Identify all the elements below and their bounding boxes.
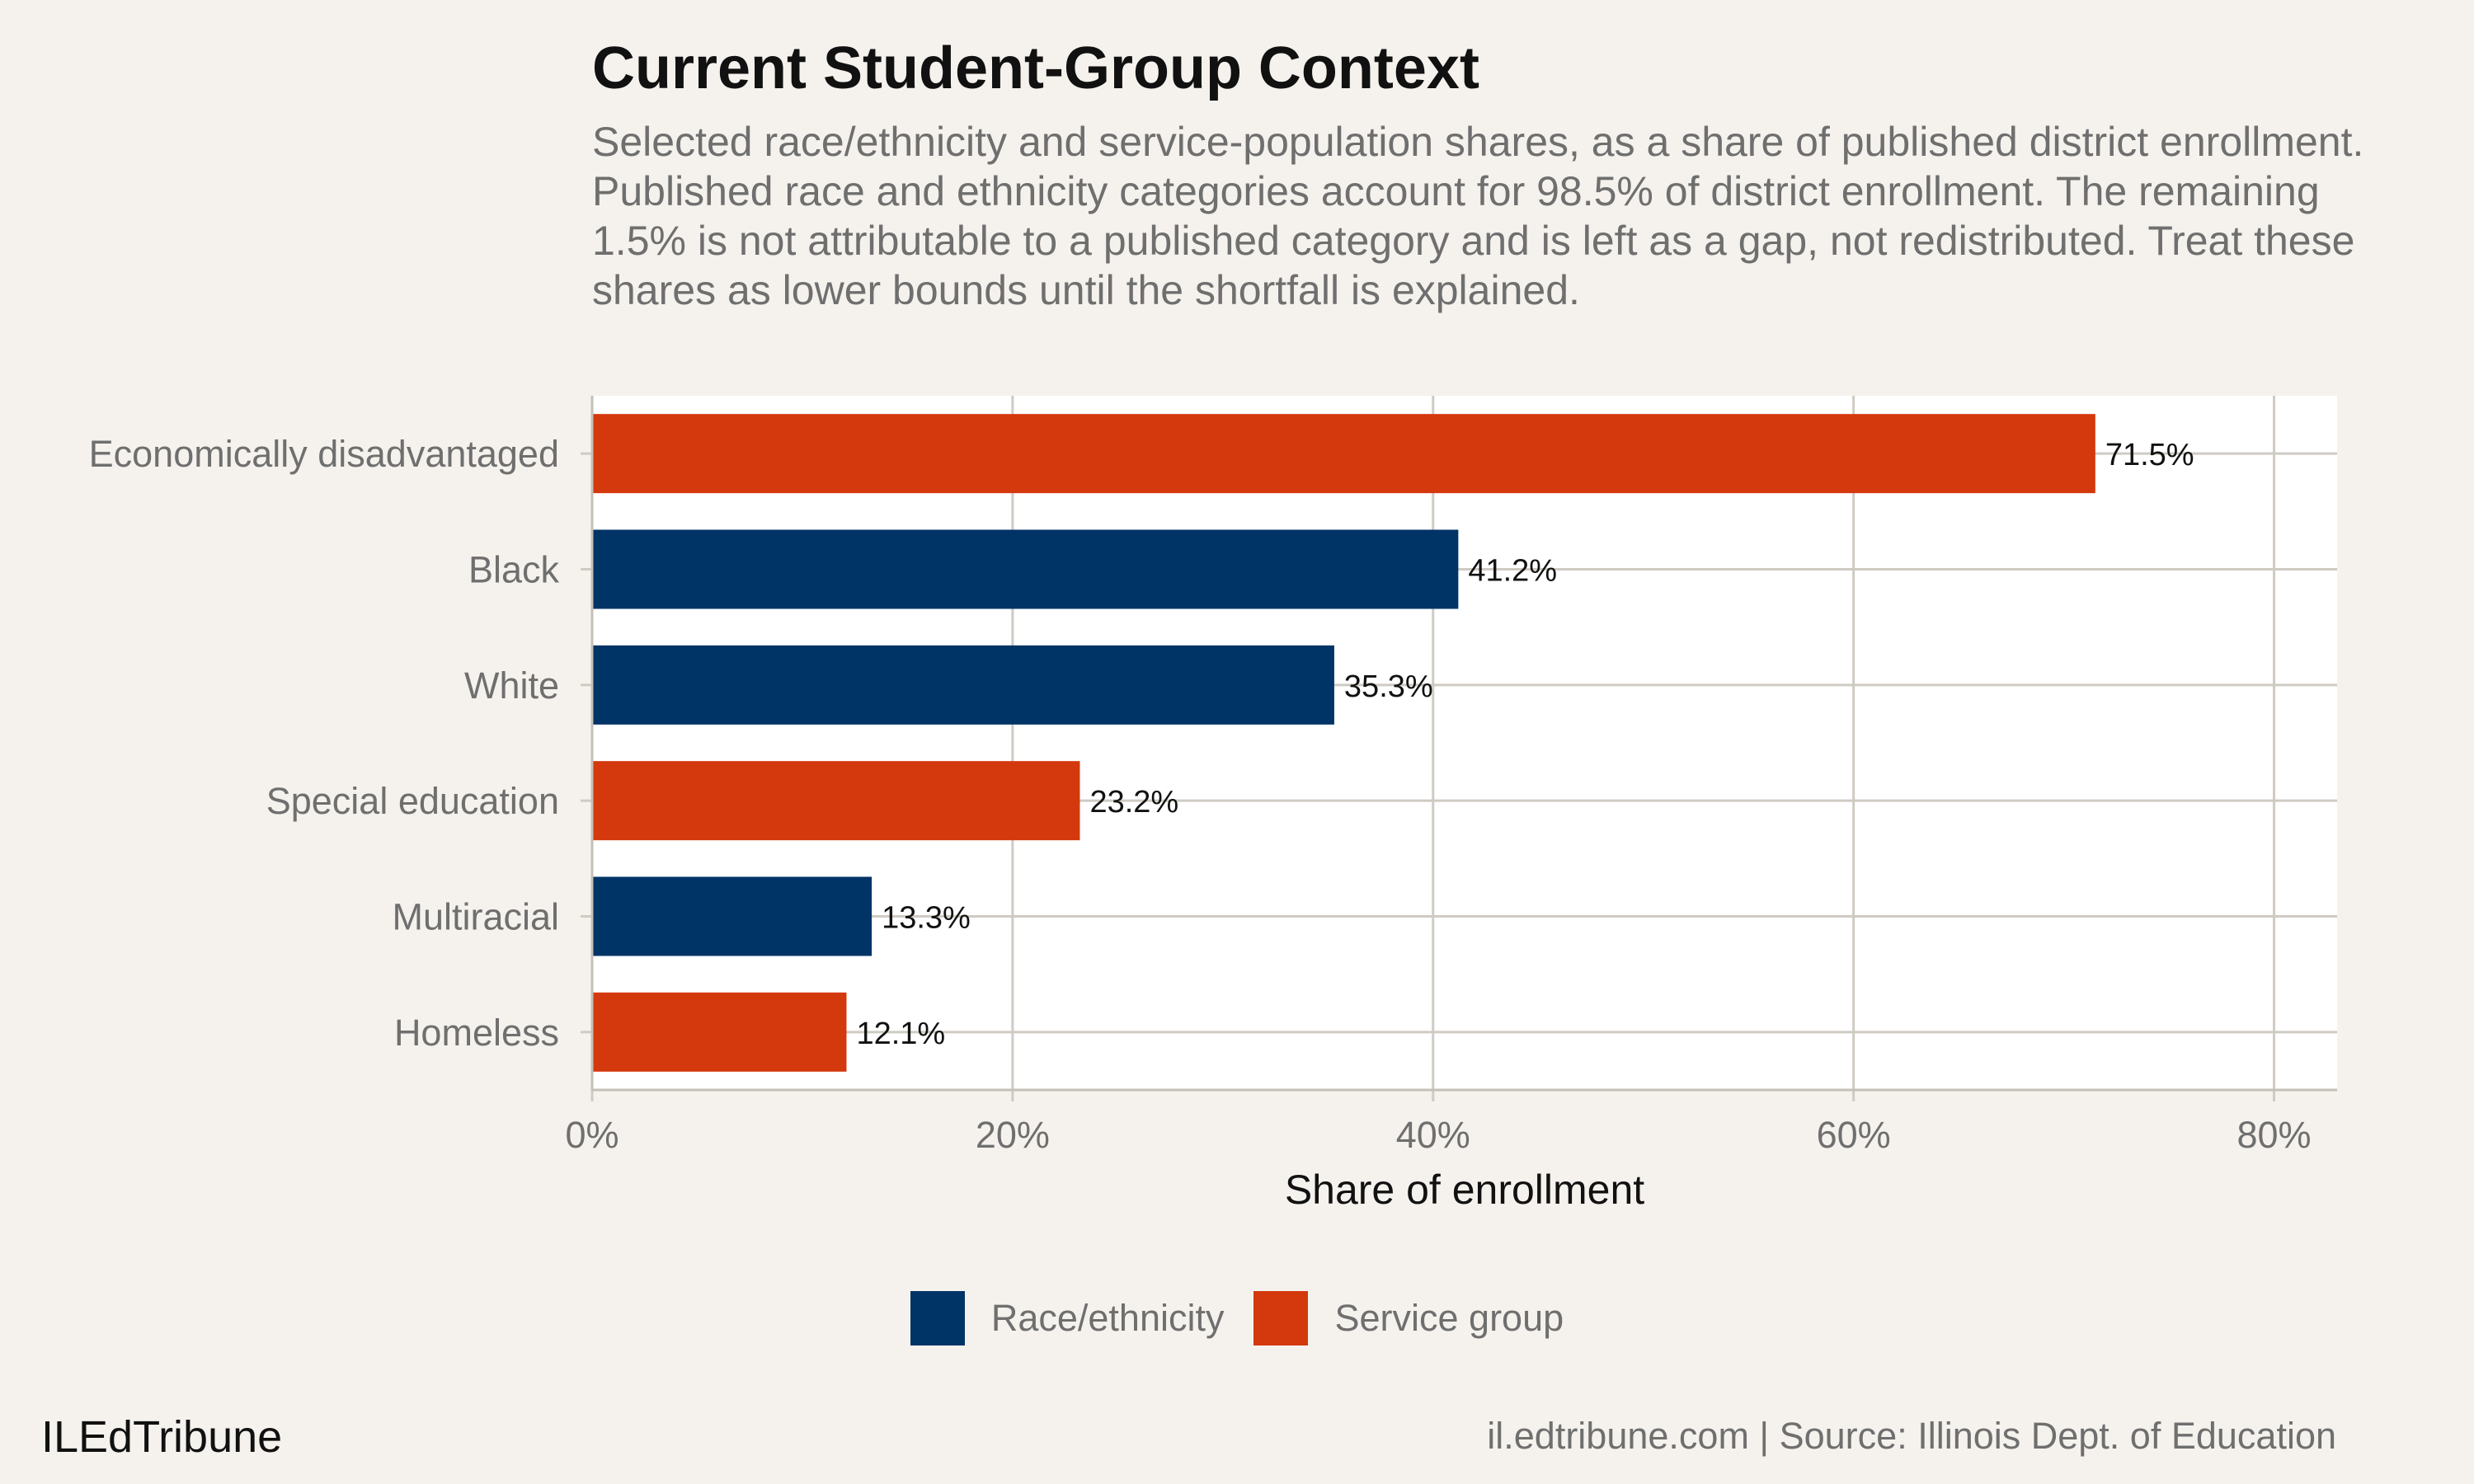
bar — [592, 761, 1080, 841]
legend-item-service: Service group — [1253, 1291, 1564, 1345]
brand-name: ILEdTribune — [41, 1412, 283, 1462]
chart-subtitle: Selected race/ethnicity and service-popu… — [592, 119, 2364, 313]
bars — [592, 414, 2095, 1072]
bar — [592, 414, 2095, 494]
bar — [592, 876, 872, 956]
category-label: White — [464, 665, 559, 707]
legend-label-race: Race/ethnicity — [990, 1297, 1225, 1339]
plot-panel — [592, 396, 2337, 1090]
data-label: 12.1% — [856, 1017, 945, 1051]
bar — [592, 645, 1334, 725]
legend-item-race: Race/ethnicity — [910, 1291, 1225, 1345]
chart-title: Current Student-Group Context — [592, 35, 1479, 101]
source-note: il.edtribune.com | Source: Illinois Dept… — [1487, 1415, 2336, 1457]
bar — [592, 992, 847, 1072]
legend-label-service: Service group — [1334, 1297, 1564, 1339]
x-tick-label: 80% — [2236, 1114, 2311, 1156]
bar-chart: 0% 20% 40% 60% 80% 71.5% Economically disadvan… — [89, 396, 2337, 1213]
category-label: Economically disadvantaged — [89, 433, 559, 475]
category-label: Multiracial — [392, 896, 559, 938]
x-tick-label: 40% — [1396, 1114, 1470, 1156]
data-label: 13.3% — [882, 901, 971, 936]
x-tick-label: 20% — [976, 1114, 1050, 1156]
legend: Race/ethnicity Service group — [0, 1291, 2474, 1345]
labels: 0% 20% 40% 60% 80% 71.5% Economically disadvan… — [89, 433, 2312, 1156]
x-axis-title: Share of enrollment — [1285, 1167, 1644, 1213]
axes — [590, 396, 2337, 1092]
data-label: 35.3% — [1344, 669, 1433, 704]
data-label: 23.2% — [1089, 785, 1178, 819]
category-label: Homeless — [394, 1012, 559, 1054]
data-label: 71.5% — [2105, 438, 2194, 472]
legend-swatch-race — [910, 1291, 965, 1345]
legend-swatch-service — [1253, 1291, 1309, 1345]
data-label: 41.2% — [1468, 554, 1557, 589]
category-label: Special education — [266, 780, 559, 822]
bar — [592, 529, 1459, 609]
x-tick-label: 60% — [1817, 1114, 1891, 1156]
category-label: Black — [468, 549, 560, 591]
x-tick-label: 0% — [565, 1114, 618, 1156]
